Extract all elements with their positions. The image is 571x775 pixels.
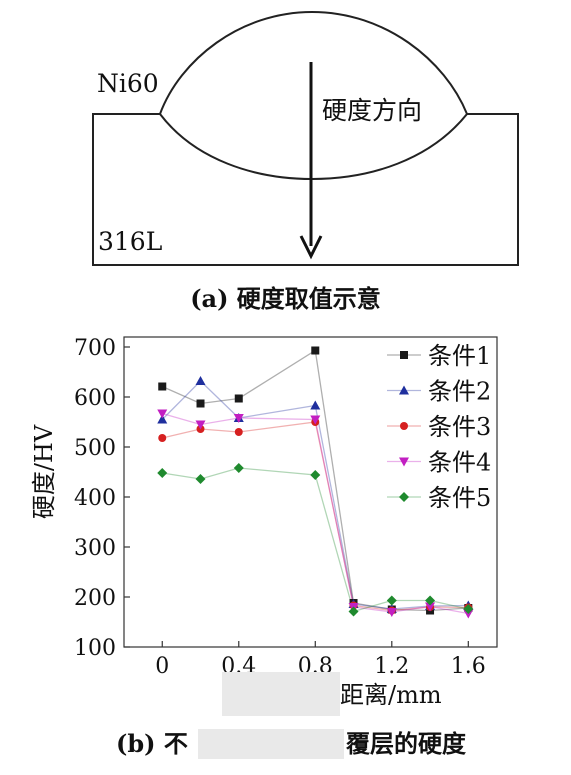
arrow-head: [299, 235, 323, 260]
y-axis-label: 硬度/HV: [30, 424, 58, 519]
data-point-series-1: [196, 399, 205, 408]
data-point-series-5: [233, 463, 244, 473]
x-axis-label-visible: 距离/mm: [340, 681, 442, 709]
data-point-series-4: [310, 415, 321, 425]
data-point-series-4: [195, 420, 206, 430]
y-tick-label: 200: [74, 586, 116, 611]
data-point-series-5: [157, 468, 168, 478]
y-tick-label: 500: [74, 436, 116, 461]
y-tick-label: 300: [74, 536, 116, 561]
obscured-region-xlabel: [222, 672, 340, 716]
data-point-series-3: [234, 428, 243, 436]
data-point-series-5: [348, 606, 359, 617]
legend-marker: [399, 492, 409, 502]
panel-b-caption-start: (b) 不: [116, 729, 188, 758]
data-point-series-1: [158, 382, 167, 391]
legend-label: 条件1: [428, 342, 491, 370]
data-point-series-4: [386, 608, 397, 617]
series-line-3: [162, 421, 469, 612]
direction-label: 硬度方向: [322, 96, 422, 125]
data-point-series-5: [425, 595, 436, 606]
legend-label: 条件5: [428, 484, 491, 512]
x-tick-label: 1.6: [451, 654, 486, 679]
obscured-region-caption: [198, 729, 344, 759]
y-tick-label: 600: [74, 386, 116, 411]
data-point-series-5: [463, 604, 474, 614]
coating-label: Ni60: [97, 69, 159, 98]
data-point-series-4: [157, 409, 168, 419]
plot-frame: [123, 336, 498, 648]
data-point-series-1: [311, 346, 320, 355]
legend-marker: [399, 385, 409, 395]
series-markers: [157, 346, 474, 619]
data-point-series-1: [234, 394, 243, 403]
data-point-series-5: [310, 470, 321, 480]
series-line-1: [161, 349, 469, 612]
panel-a-schematic: Ni60 硬度方向 316L (a) 硬度取值示意: [92, 10, 519, 313]
legend-marker: [400, 422, 408, 430]
legend-marker: [399, 457, 409, 467]
substrate-outline: [92, 113, 519, 266]
panel-b-caption-end: 覆层的硬度: [346, 729, 467, 758]
substrate-label: 316L: [98, 227, 162, 256]
y-tick-label: 100: [74, 636, 116, 661]
y-tick-label: 700: [74, 336, 116, 361]
series-line-2: [161, 380, 469, 610]
legend-label: 条件2: [428, 378, 491, 406]
data-point-series-4: [425, 602, 436, 612]
data-point-series-5: [386, 595, 397, 606]
series-line-5: [162, 467, 469, 613]
legend-marker: [400, 351, 408, 359]
panel-a-caption: (a) 硬度取值示意: [190, 284, 381, 313]
series-line-4: [162, 412, 469, 615]
x-tick-label: 1.2: [374, 654, 409, 679]
data-point-series-2: [157, 414, 168, 424]
x-tick-label: 0: [155, 654, 169, 679]
data-point-series-3: [158, 434, 167, 442]
legend-label: 条件4: [428, 449, 491, 477]
y-axis: 100 200 300 400 500 600 700: [74, 336, 130, 661]
y-tick-label: 400: [74, 486, 116, 511]
legend: 条件1 条件2 条件3 条件4 条件5: [387, 342, 491, 512]
legend-label: 条件3: [428, 413, 491, 441]
data-point-series-4: [233, 414, 244, 423]
data-point-series-5: [195, 474, 206, 484]
data-point-series-2: [310, 400, 321, 410]
series-lines: [161, 349, 469, 615]
coating-bead: [158, 10, 469, 181]
data-point-series-2: [195, 376, 206, 385]
